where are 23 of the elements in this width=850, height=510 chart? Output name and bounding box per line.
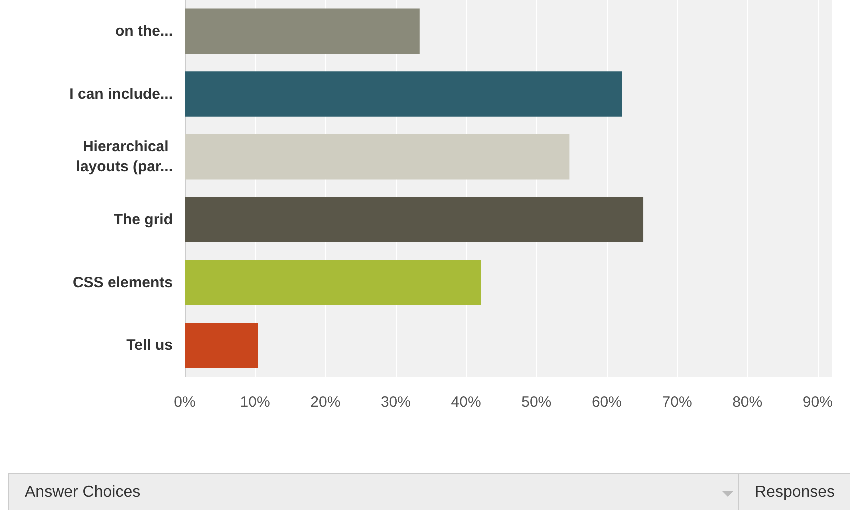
y-tick-label: Hierarchical layouts (par... bbox=[76, 138, 173, 176]
x-tick-label: 0% bbox=[174, 394, 196, 411]
x-tick-label: 40% bbox=[451, 394, 482, 411]
text: Responses bbox=[755, 484, 836, 502]
bar bbox=[185, 72, 622, 117]
x-tick-label: 20% bbox=[310, 394, 341, 411]
bar bbox=[185, 322, 258, 368]
x-tick-label: 60% bbox=[592, 394, 622, 411]
text: Answer Choices bbox=[25, 484, 141, 502]
bar bbox=[185, 8, 420, 54]
x-tick-label: 30% bbox=[380, 394, 411, 411]
x-tick-label: 80% bbox=[732, 394, 763, 411]
x-tick-label: 10% bbox=[240, 394, 270, 411]
y-tick-label: Tell us bbox=[126, 337, 173, 354]
x-tick-label: 50% bbox=[522, 394, 552, 411]
y-tick-label: on the... bbox=[116, 22, 173, 40]
y-tick-label: CSS elements bbox=[72, 274, 173, 292]
x-tick-label: 90% bbox=[802, 394, 833, 411]
x-tick-label: 70% bbox=[662, 394, 692, 411]
bar bbox=[185, 197, 644, 243]
bar bbox=[185, 260, 482, 306]
y-tick-label: I can include... bbox=[70, 86, 173, 103]
y-tick-label: The grid bbox=[114, 211, 173, 228]
